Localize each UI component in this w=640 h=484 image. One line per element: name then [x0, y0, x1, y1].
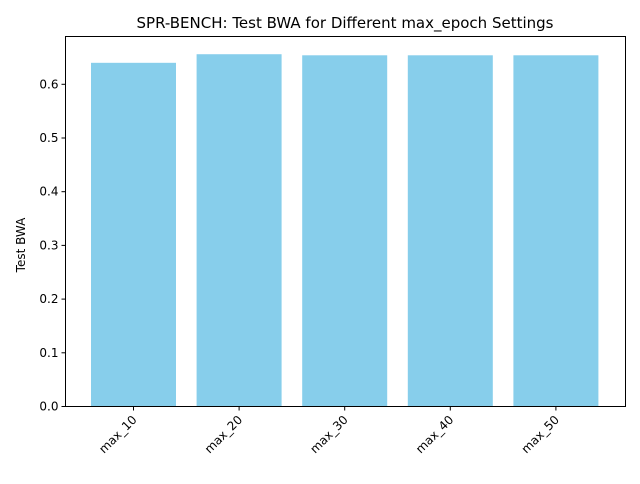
- y-tick-label: 0.1: [39, 346, 58, 360]
- bar-max_20: [196, 54, 282, 407]
- x-ticks-group: max_10 max_20 max_30 max_40 max_50: [96, 406, 562, 456]
- x-tick-label: max_40: [413, 413, 456, 456]
- y-tick-label: 0.6: [39, 77, 58, 91]
- y-tick-label: 0.2: [39, 292, 58, 306]
- plot-frame: [65, 36, 626, 407]
- x-tick-label: max_10: [96, 413, 139, 456]
- x-tick-label: max_20: [202, 413, 245, 456]
- y-tick-label: 0.0: [39, 400, 58, 414]
- bars-group: [91, 54, 599, 407]
- bar-max_10: [91, 62, 176, 407]
- bar-max_50: [513, 55, 599, 407]
- y-tick-label: 0.4: [39, 185, 58, 199]
- x-tick-label: max_50: [519, 413, 562, 456]
- y-axis-label: Test BWA: [14, 217, 28, 273]
- chart-title: SPR-BENCH: Test BWA for Different max_ep…: [137, 14, 554, 33]
- bar-max_40: [407, 55, 493, 407]
- y-tick-label: 0.3: [39, 238, 58, 252]
- y-tick-label: 0.5: [39, 131, 58, 145]
- bar-max_30: [302, 55, 388, 407]
- x-tick-label: max_30: [307, 413, 350, 456]
- y-ticks-group: 0.0 0.1 0.2 0.3 0.4 0.5 0.6: [39, 77, 66, 414]
